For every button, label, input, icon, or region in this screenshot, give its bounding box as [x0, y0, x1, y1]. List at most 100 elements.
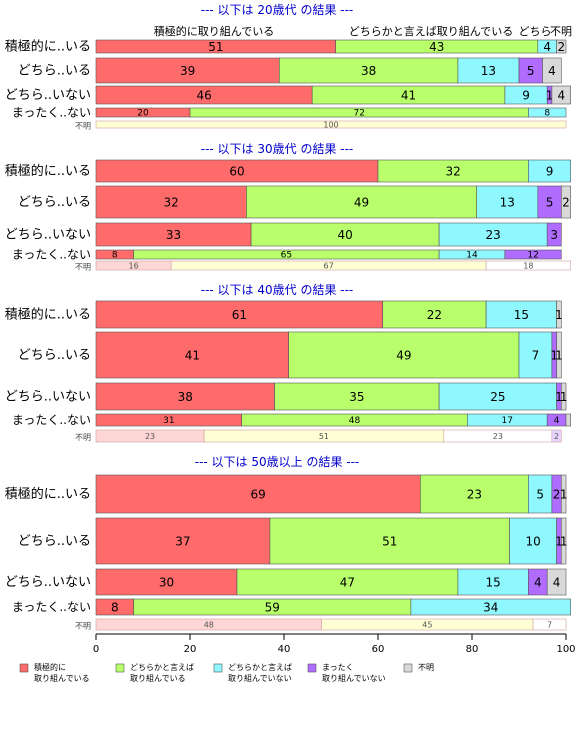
data-label: 51	[208, 40, 223, 54]
bar-segment	[457, 568, 529, 596]
data-label: 13	[500, 195, 515, 209]
bar-segment	[485, 260, 572, 271]
data-label: 38	[361, 64, 376, 78]
row-label: 積極的に..いる	[5, 39, 91, 55]
bar-segment	[95, 382, 275, 411]
data-label: 69	[251, 487, 266, 501]
bar-segment	[560, 474, 567, 514]
legend-label: 不明	[418, 663, 434, 672]
data-label: 37	[175, 534, 190, 548]
row-label: どちら..いない	[5, 88, 91, 103]
row-label: 積極的に..いる	[5, 486, 91, 502]
row-label: 不明	[75, 263, 91, 272]
data-label: 4	[553, 575, 561, 589]
x-tick-label: 100	[556, 644, 575, 655]
data-label: 48	[204, 620, 214, 629]
data-label: 32	[446, 164, 461, 178]
data-label: 72	[353, 109, 364, 119]
data-label: 34	[483, 600, 498, 614]
data-label: 9	[522, 88, 530, 102]
data-label: 1	[550, 348, 558, 362]
data-label: 48	[349, 416, 361, 426]
bar-segment	[556, 39, 567, 54]
legend-label: 取り組んでいない	[228, 673, 292, 683]
header-label: どちら	[519, 25, 552, 38]
data-label: 40	[337, 228, 352, 242]
bar-segment	[485, 300, 557, 329]
bar-segment	[382, 300, 487, 329]
panel-title: --- 以下は 20歳代 の結果 ---	[201, 3, 354, 17]
legend-label: まったく	[322, 663, 354, 672]
bar-segment	[95, 57, 280, 84]
data-label: 33	[166, 228, 181, 242]
data-label: 1	[560, 390, 568, 404]
data-label: 15	[514, 308, 529, 322]
data-label: 31	[163, 416, 174, 426]
legend-label: 取り組んでいない	[322, 673, 386, 683]
row-label: どちら..いる	[18, 348, 91, 363]
legend-swatch	[213, 663, 223, 673]
row-label: 不明	[75, 433, 91, 442]
bar-segment	[95, 517, 271, 565]
bar-segment	[560, 517, 567, 565]
x-tick-label: 40	[278, 644, 291, 655]
bar-segment	[556, 300, 562, 329]
row-label: どちら..いない	[5, 575, 91, 590]
bar-segment	[476, 185, 539, 219]
data-label: 30	[159, 575, 174, 589]
legend-label: どちらかと言えば	[130, 662, 194, 672]
row-label: まったく..ない	[12, 248, 91, 262]
data-label: 1	[555, 390, 563, 404]
data-label: 2	[554, 432, 559, 441]
data-label: 4	[548, 64, 556, 78]
legend-swatch	[19, 663, 29, 673]
header-label: 積極的に取り組んでいる	[154, 24, 274, 38]
data-label: 17	[502, 416, 513, 426]
data-label: 39	[180, 64, 195, 78]
bar-segment	[236, 568, 459, 596]
legend-swatch	[307, 663, 317, 673]
data-label: 46	[196, 88, 211, 102]
bar-segment	[95, 185, 247, 219]
bar-segment	[509, 517, 557, 565]
data-label: 67	[324, 261, 334, 270]
data-label: 38	[178, 390, 193, 404]
data-label: 45	[422, 620, 432, 629]
row-label: まったく..ない	[12, 600, 91, 614]
row-label: 不明	[75, 122, 91, 131]
data-label: 2	[557, 40, 565, 54]
data-label: 2	[562, 195, 570, 209]
data-label: 14	[466, 251, 478, 261]
panel-title: --- 以下は 40歳代 の結果 ---	[201, 283, 354, 297]
legend-label: どちらかと言えば	[228, 662, 292, 672]
data-label: 49	[354, 195, 369, 209]
data-label: 5	[527, 64, 535, 78]
bar-segment	[95, 474, 421, 514]
data-label: 41	[185, 348, 200, 362]
data-label: 61	[232, 308, 247, 322]
data-label: 35	[349, 390, 364, 404]
x-tick-label: 20	[184, 644, 197, 655]
data-label: 1	[555, 308, 563, 322]
data-label: 23	[486, 228, 501, 242]
bar-segment	[551, 429, 562, 443]
bar-segment	[560, 185, 571, 219]
data-label: 5	[546, 195, 554, 209]
data-label: 65	[281, 251, 292, 261]
data-label: 20	[137, 109, 149, 119]
data-label: 22	[427, 308, 442, 322]
bar-segment	[95, 331, 289, 379]
row-label: どちら..いる	[18, 534, 91, 549]
panel-title: --- 以下は 30歳代 の結果 ---	[201, 142, 354, 156]
data-label: 4	[554, 416, 560, 426]
bar-segment	[528, 107, 567, 118]
data-label: 1	[555, 534, 563, 548]
x-tick-label: 80	[466, 644, 479, 655]
data-label: 10	[525, 534, 540, 548]
row-label: まったく..ない	[12, 106, 91, 120]
bar-segment	[518, 331, 553, 379]
bar-segment	[565, 413, 571, 427]
bar-segment	[542, 57, 562, 84]
